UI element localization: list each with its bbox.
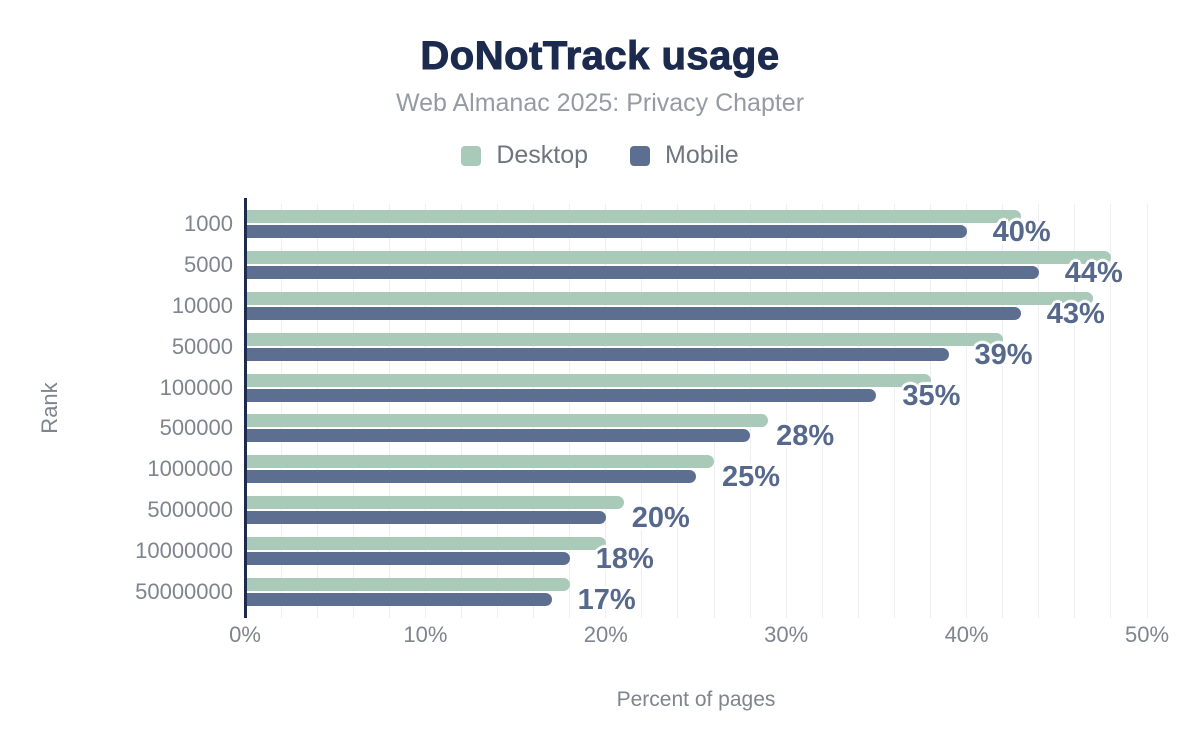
gridline — [1110, 204, 1112, 618]
bar-value-label: 20% — [631, 502, 690, 534]
bar-desktop-5000[interactable] — [246, 251, 1111, 265]
gridline — [352, 204, 354, 618]
gridline — [930, 204, 932, 618]
legend-item-desktop[interactable]: Desktop — [461, 141, 588, 170]
bar-desktop-500000[interactable] — [246, 414, 769, 428]
y-tick-label: 1000 — [184, 211, 233, 237]
chart-subtitle: Web Almanac 2025: Privacy Chapter — [395, 89, 805, 117]
bar-mobile-1000[interactable] — [246, 225, 967, 239]
gridline — [749, 204, 751, 618]
gridline — [280, 204, 282, 618]
x-tick-label: 30% — [764, 622, 809, 647]
gridline — [424, 204, 426, 618]
bar-desktop-50000000[interactable] — [246, 577, 570, 591]
gridline — [677, 204, 679, 618]
x-tick-label: 0% — [229, 622, 261, 647]
gridline — [388, 204, 390, 618]
y-tick-label: 10000000 — [135, 537, 233, 563]
mobile-swatch-icon — [630, 145, 651, 166]
y-tick-label: 10000 — [171, 293, 233, 318]
y-tick-label: 5000000 — [147, 497, 233, 522]
desktop-swatch-icon — [461, 145, 482, 166]
bar-value-label: 44% — [1064, 257, 1123, 290]
gridline — [641, 204, 643, 618]
bar-value-label: 40% — [992, 216, 1051, 249]
bar-mobile-5000000[interactable] — [246, 511, 606, 524]
gridline — [1038, 204, 1040, 618]
bar-value-label: 39% — [974, 338, 1033, 371]
x-tick-label: 20% — [583, 622, 628, 647]
y-axis-title: Rank — [37, 382, 62, 434]
gridline — [857, 204, 859, 618]
legend-label-mobile: Mobile — [665, 141, 739, 169]
bar-desktop-10000000[interactable] — [246, 536, 606, 550]
gridline — [1002, 204, 1004, 618]
bar-value-label: 28% — [776, 420, 835, 453]
legend-label-desktop: Desktop — [496, 141, 589, 169]
y-tick-label: 50000 — [171, 333, 233, 359]
bar-mobile-1000000[interactable] — [246, 470, 696, 484]
legend: Desktop Mobile — [0, 141, 1200, 170]
bar-desktop-5000000[interactable] — [246, 496, 624, 509]
x-tick-label: 50% — [1124, 622, 1170, 647]
gridline — [605, 204, 607, 618]
gridline — [316, 204, 318, 618]
bar-value-label: 35% — [902, 379, 961, 412]
gridline — [893, 204, 895, 618]
gridline — [533, 204, 535, 618]
bar-mobile-5000[interactable] — [246, 266, 1039, 280]
legend-item-mobile[interactable]: Mobile — [630, 141, 739, 170]
bar-desktop-1000[interactable] — [246, 210, 1021, 224]
bar-mobile-100000[interactable] — [246, 388, 877, 402]
x-tick-label: 40% — [944, 622, 989, 647]
gridline — [821, 204, 823, 618]
bar-value-label: 43% — [1046, 298, 1105, 330]
y-tick-label: 50000000 — [135, 578, 233, 604]
bar-value-label: 17% — [577, 583, 636, 616]
bar-mobile-10000000[interactable] — [246, 551, 570, 565]
gridline — [460, 204, 462, 618]
bar-desktop-50000[interactable] — [246, 332, 1003, 346]
bar-value-label: 18% — [595, 542, 654, 575]
bar-desktop-1000000[interactable] — [246, 455, 715, 469]
bar-mobile-10000[interactable] — [246, 307, 1021, 320]
gridline — [966, 204, 968, 618]
bar-desktop-100000[interactable] — [246, 373, 931, 387]
gridline — [713, 204, 715, 618]
bar-desktop-10000[interactable] — [246, 292, 1093, 305]
bar-mobile-500000[interactable] — [246, 429, 751, 443]
x-tick-label: 10% — [403, 622, 448, 647]
gridline — [1146, 204, 1148, 618]
gridline — [785, 204, 787, 618]
gridline — [569, 204, 571, 618]
y-tick-label: 5000 — [184, 252, 233, 278]
bar-value-label: 25% — [722, 461, 781, 494]
chart-title: DoNotTrack usage — [420, 34, 780, 79]
gridline — [1074, 204, 1076, 618]
x-axis-title: Percent of pages — [616, 688, 776, 711]
y-axis-line — [243, 198, 247, 618]
gridline — [497, 204, 499, 618]
y-tick-label: 500000 — [159, 415, 233, 441]
y-tick-label: 1000000 — [147, 456, 233, 482]
bar-mobile-50000000[interactable] — [246, 592, 552, 606]
y-tick-label: 100000 — [159, 374, 233, 400]
bar-mobile-50000[interactable] — [246, 347, 949, 361]
